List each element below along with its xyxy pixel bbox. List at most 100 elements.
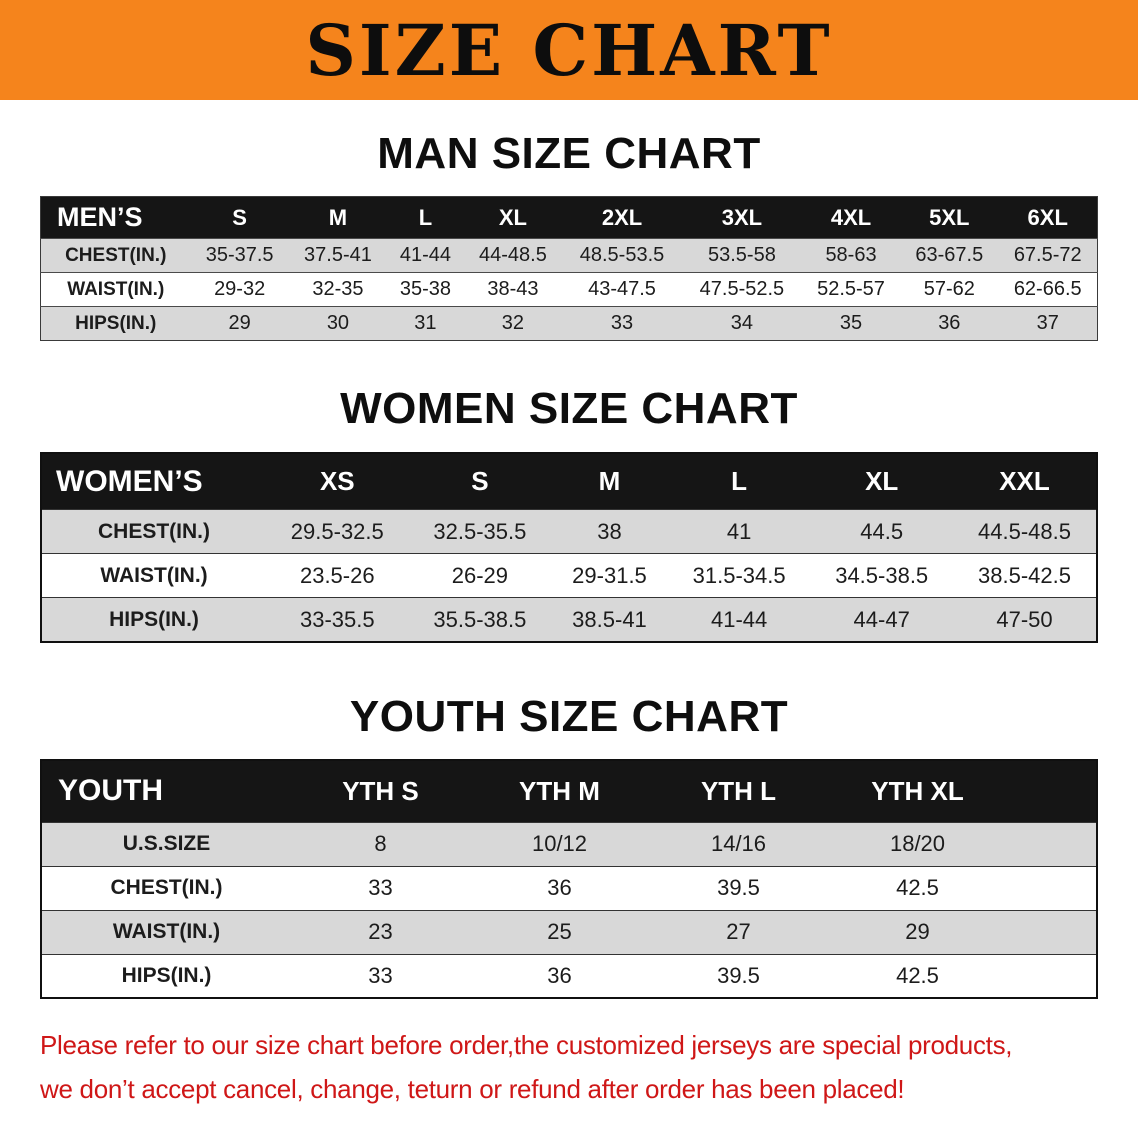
value-cell: 23: [291, 909, 470, 955]
measurement-row: CHEST(IN.) 35-37.5 37.5-41 41-44 44-48.5 48.5…: [40, 238, 1098, 273]
measurement-row: WAIST(IN.) 23 25 27 29: [41, 909, 1097, 955]
value-cell: 39.5: [649, 953, 828, 999]
row-label-cell: WAIST(IN.): [41, 553, 266, 598]
value-cell: 52.5-57: [801, 272, 901, 307]
value-cell: 47-50: [952, 597, 1097, 642]
size-column-header: 5XL: [900, 196, 999, 239]
value-cell: 30: [288, 306, 388, 341]
value-cell: 38.5-41: [551, 597, 668, 642]
size-column-header: YTH L: [649, 760, 828, 823]
value-cell: 35: [801, 306, 901, 341]
value-cell: 34.5-38.5: [810, 553, 953, 598]
value-cell: [1007, 865, 1097, 911]
value-cell: 38.5-42.5: [952, 553, 1097, 598]
value-cell: 44.5-48.5: [952, 509, 1097, 554]
value-cell: 23.5-26: [266, 553, 409, 598]
size-column-header: XL: [463, 196, 563, 239]
table-title-cell: YOUTH: [41, 760, 291, 823]
row-label-cell: HIPS(IN.): [40, 306, 191, 341]
value-cell: 42.5: [828, 865, 1007, 911]
banner-title: SIZE CHART: [305, 8, 833, 92]
value-cell: 32: [463, 306, 563, 341]
size-column-header: XS: [266, 452, 409, 510]
table-header-row: YOUTH YTH S YTH M YTH L YTH XL: [41, 760, 1097, 823]
value-cell: 29.5-32.5: [266, 509, 409, 554]
size-column-header: YTH M: [470, 760, 649, 823]
value-cell: 32-35: [288, 272, 388, 307]
value-cell: 31.5-34.5: [667, 553, 811, 598]
value-cell: 58-63: [801, 238, 901, 273]
value-cell: 18/20: [828, 821, 1007, 867]
value-cell: 33: [291, 865, 470, 911]
row-label-cell: WAIST(IN.): [40, 272, 191, 307]
youth-size-table: YOUTH YTH S YTH M YTH L YTH XL U.S.SIZE 8 10/12…: [40, 759, 1098, 1000]
value-cell: 37: [998, 306, 1098, 341]
value-cell: 35.5-38.5: [408, 597, 552, 642]
value-cell: 39.5: [649, 865, 828, 911]
value-cell: 29-32: [190, 272, 289, 307]
size-column-header: 6XL: [998, 196, 1098, 239]
value-cell: 42.5: [828, 953, 1007, 999]
value-cell: 48.5-53.5: [562, 238, 682, 273]
row-label-cell: U.S.SIZE: [41, 821, 291, 867]
womens-size-table: WOMEN’S XS S M L XL XXL CHEST(IN.) 29.5-32.5 32.5…: [40, 451, 1098, 643]
row-label-cell: WAIST(IN.): [41, 909, 291, 955]
value-cell: 41-44: [667, 597, 811, 642]
value-cell: 25: [470, 909, 649, 955]
value-cell: 35-37.5: [190, 238, 289, 273]
size-column-header: L: [387, 196, 464, 239]
value-cell: 37.5-41: [288, 238, 388, 273]
measurement-row: WAIST(IN.) 29-32 32-35 35-38 38-43 43-47.5 47.…: [40, 272, 1098, 307]
row-label-cell: HIPS(IN.): [41, 597, 266, 642]
row-label-cell: CHEST(IN.): [40, 238, 191, 273]
men-section-heading: MAN SIZE CHART: [377, 129, 761, 178]
value-cell: 53.5-58: [681, 238, 802, 273]
disclaimer-note: Please refer to our size chart before or…: [40, 1023, 1100, 1111]
size-column-header: YTH XL: [828, 760, 1007, 823]
value-cell: 34: [681, 306, 802, 341]
measurement-row: CHEST(IN.) 33 36 39.5 42.5: [41, 865, 1097, 911]
size-chart-banner: SIZE CHART: [0, 0, 1138, 100]
value-cell: 29-31.5: [551, 553, 668, 598]
size-column-header: 4XL: [801, 196, 901, 239]
table-title-cell: MEN’S: [40, 196, 191, 239]
value-cell: 44-47: [810, 597, 953, 642]
value-cell: 47.5-52.5: [681, 272, 802, 307]
measurement-row: WAIST(IN.) 23.5-26 26-29 29-31.5 31.5-34.5 34…: [41, 553, 1097, 598]
value-cell: 41-44: [387, 238, 464, 273]
measurement-row: HIPS(IN.) 33-35.5 35.5-38.5 38.5-41 41-44 44-…: [41, 597, 1097, 642]
value-cell: 44.5: [810, 509, 953, 554]
value-cell: 29: [190, 306, 289, 341]
value-cell: 33: [562, 306, 682, 341]
value-cell: 38: [551, 509, 668, 554]
measurement-row: U.S.SIZE 8 10/12 14/16 18/20: [41, 821, 1097, 867]
value-cell: [1007, 953, 1097, 999]
youth-section-heading: YOUTH SIZE CHART: [349, 691, 789, 741]
value-cell: 26-29: [408, 553, 552, 598]
value-cell: 36: [470, 865, 649, 911]
value-cell: 35-38: [387, 272, 464, 307]
size-column-header: L: [667, 452, 811, 510]
disclaimer-line-1: Please refer to our size chart before or…: [40, 1030, 1013, 1061]
value-cell: 31: [387, 306, 464, 341]
table-title-cell: WOMEN’S: [41, 452, 266, 510]
value-cell: [1007, 821, 1097, 867]
value-cell: 36: [470, 953, 649, 999]
value-cell: 67.5-72: [998, 238, 1098, 273]
row-label-cell: CHEST(IN.): [41, 509, 266, 554]
size-column-header: 2XL: [562, 196, 682, 239]
value-cell: 27: [649, 909, 828, 955]
value-cell: 8: [291, 821, 470, 867]
value-cell: 36: [900, 306, 999, 341]
value-cell: 10/12: [470, 821, 649, 867]
size-column-header: S: [190, 196, 289, 239]
value-cell: 41: [667, 509, 811, 554]
value-cell: 32.5-35.5: [408, 509, 552, 554]
value-cell: 63-67.5: [900, 238, 999, 273]
row-label-cell: CHEST(IN.): [41, 865, 291, 911]
size-column-header: XXL: [952, 452, 1097, 510]
value-cell: 33-35.5: [266, 597, 409, 642]
value-cell: [1007, 909, 1097, 955]
mens-size-table: MEN’S S M L XL 2XL 3XL 4XL 5XL 6XL CHEST(IN.) 35-37…: [40, 196, 1098, 342]
value-cell: 29: [828, 909, 1007, 955]
